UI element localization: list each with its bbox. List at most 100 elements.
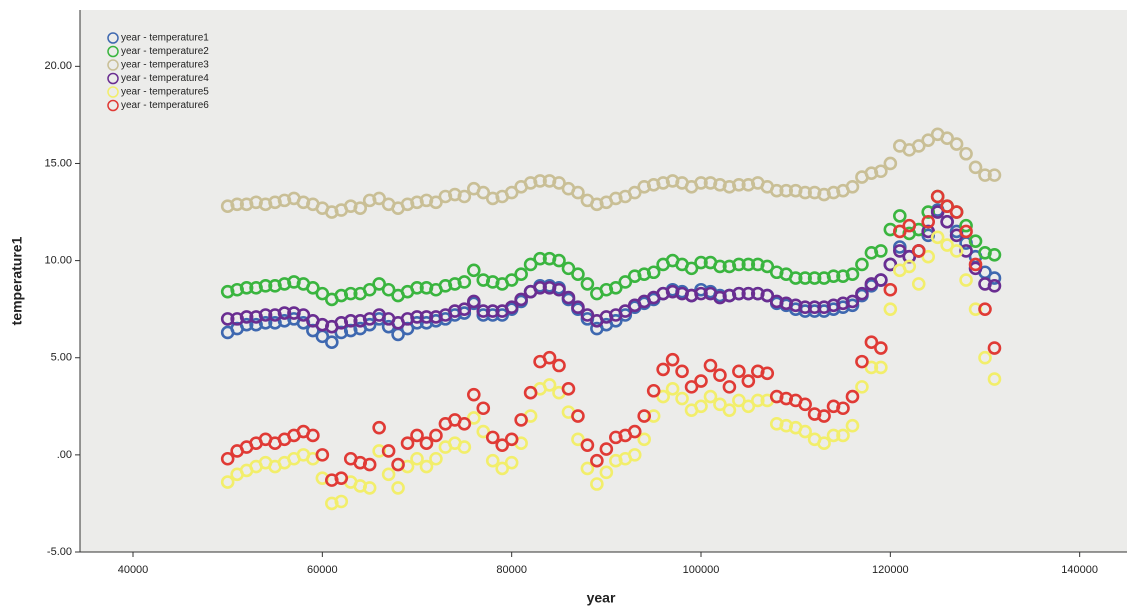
point: [476, 424, 491, 439]
legend-marker: [107, 32, 119, 44]
point: [987, 341, 1002, 355]
point: [230, 197, 244, 212]
point: [419, 310, 434, 324]
point: [429, 195, 443, 210]
legend-label: year - temperature4: [121, 73, 209, 84]
point: [514, 292, 528, 307]
legend-marker: [107, 72, 119, 85]
point: [855, 380, 869, 394]
point: [627, 448, 642, 462]
legend-marker: [107, 59, 119, 71]
point: [410, 310, 424, 324]
point: [864, 360, 879, 375]
point: [334, 471, 349, 485]
point: [959, 273, 973, 287]
y-tick-label: 5.00: [51, 352, 72, 364]
point: [959, 218, 973, 233]
point: [893, 209, 907, 223]
legend: year - temperature1 year - temperature2 ye…: [107, 32, 209, 112]
point: [637, 432, 652, 447]
legend-marker: [107, 99, 119, 112]
point: [751, 393, 765, 408]
point: [476, 185, 491, 200]
point: [940, 238, 954, 252]
point: [978, 168, 992, 182]
point: [467, 263, 481, 278]
point: [675, 364, 689, 379]
point: [239, 317, 254, 332]
point: [817, 436, 831, 451]
point: [694, 176, 708, 190]
point: [571, 300, 585, 315]
point: [902, 259, 917, 274]
point: [987, 279, 1002, 293]
point: [485, 453, 500, 468]
point: [883, 302, 898, 316]
point: [713, 259, 727, 274]
point: [741, 374, 756, 388]
point: [978, 302, 992, 316]
point: [220, 451, 235, 466]
point: [467, 294, 481, 309]
point: [580, 277, 595, 291]
point: [391, 481, 405, 495]
point: [987, 247, 1002, 262]
point: [978, 350, 992, 365]
point: [362, 481, 377, 495]
y-axis-title: temperature1: [9, 236, 25, 325]
point: [646, 409, 661, 423]
point: [798, 424, 812, 439]
point: [627, 424, 642, 439]
point: [372, 191, 386, 206]
point: [940, 131, 954, 146]
point: [609, 280, 623, 295]
point: [353, 201, 368, 215]
point: [855, 257, 869, 272]
point: [514, 267, 528, 282]
point: [968, 234, 983, 248]
point: [571, 185, 585, 200]
point: [968, 257, 983, 272]
point: [949, 205, 964, 219]
point: [514, 413, 528, 427]
point: [694, 255, 708, 270]
point: [874, 244, 888, 258]
point: [599, 442, 614, 456]
point: [817, 409, 831, 423]
legend-label: year - temperature6: [121, 100, 209, 111]
point: [949, 137, 964, 151]
point: [665, 382, 680, 396]
x-tick-label: 140000: [1061, 564, 1098, 576]
point: [665, 352, 680, 367]
point: [911, 139, 926, 153]
point: [523, 385, 538, 400]
point: [325, 335, 339, 349]
point: [987, 372, 1002, 386]
point: [599, 465, 614, 480]
point: [362, 457, 377, 472]
point: [533, 280, 547, 295]
point: [429, 428, 443, 443]
point: [457, 302, 472, 316]
point: [542, 350, 557, 365]
point: [627, 185, 642, 200]
point: [921, 133, 936, 147]
point: [239, 310, 254, 324]
point: [893, 244, 907, 258]
point: [646, 265, 661, 280]
point: [732, 178, 746, 192]
point: [741, 286, 756, 301]
point: [940, 214, 954, 229]
x-tick-label: 40000: [118, 564, 149, 576]
point: [732, 257, 746, 272]
point: [552, 176, 566, 190]
point: [855, 286, 869, 301]
point: [476, 401, 491, 416]
legend-marker: [107, 86, 119, 98]
x-axis-title: year: [587, 590, 616, 606]
x-tick-label: 100000: [683, 564, 720, 576]
point: [684, 380, 699, 394]
point: [306, 428, 320, 443]
point: [732, 364, 746, 379]
